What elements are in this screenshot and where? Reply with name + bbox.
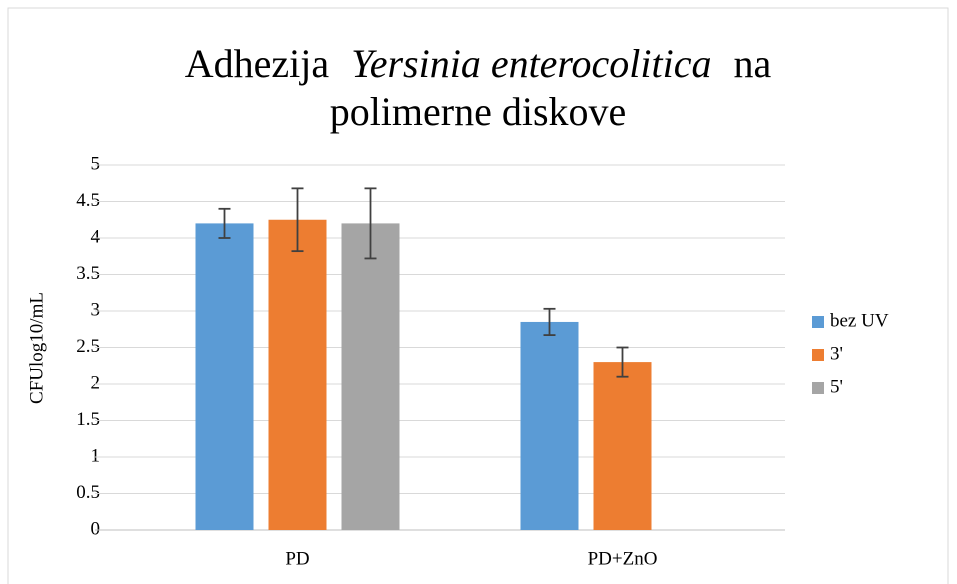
y-axis-label: CFUlog10/mL [26,292,47,404]
legend-label: bez UV [830,310,889,331]
bar [341,223,400,530]
y-tick-label: 4.5 [76,190,100,211]
y-tick-label: 0 [91,518,101,539]
y-tick-label: 2 [91,372,101,393]
x-tick-label: PD [285,548,309,569]
legend-swatch [812,316,824,328]
y-tick-label: 1 [91,445,101,466]
bar [593,362,652,530]
y-tick-label: 2.5 [76,336,100,357]
y-tick-label: 3 [91,299,101,320]
legend-swatch [812,349,824,361]
title-part: Yersinia enterocolitica [351,41,711,86]
y-tick-label: 3.5 [76,263,100,284]
legend-label: 5' [830,376,843,397]
bar [195,223,254,530]
chart-title: polimerne diskove [330,89,627,134]
y-tick-label: 1.5 [76,409,100,430]
y-tick-label: 0.5 [76,482,100,503]
bar [268,219,327,530]
y-tick-label: 4 [91,226,101,247]
legend-label: 3' [830,343,843,364]
chart-border [7,7,949,584]
bar [520,321,579,530]
y-tick-label: 5 [91,153,101,174]
legend-swatch [812,382,824,394]
title-part: na [733,41,771,86]
title-part: Adhezija [185,41,330,86]
x-tick-label: PD+ZnO [588,548,658,569]
chart-title: Adhezija Yersinia enterocolitica na [185,41,772,86]
